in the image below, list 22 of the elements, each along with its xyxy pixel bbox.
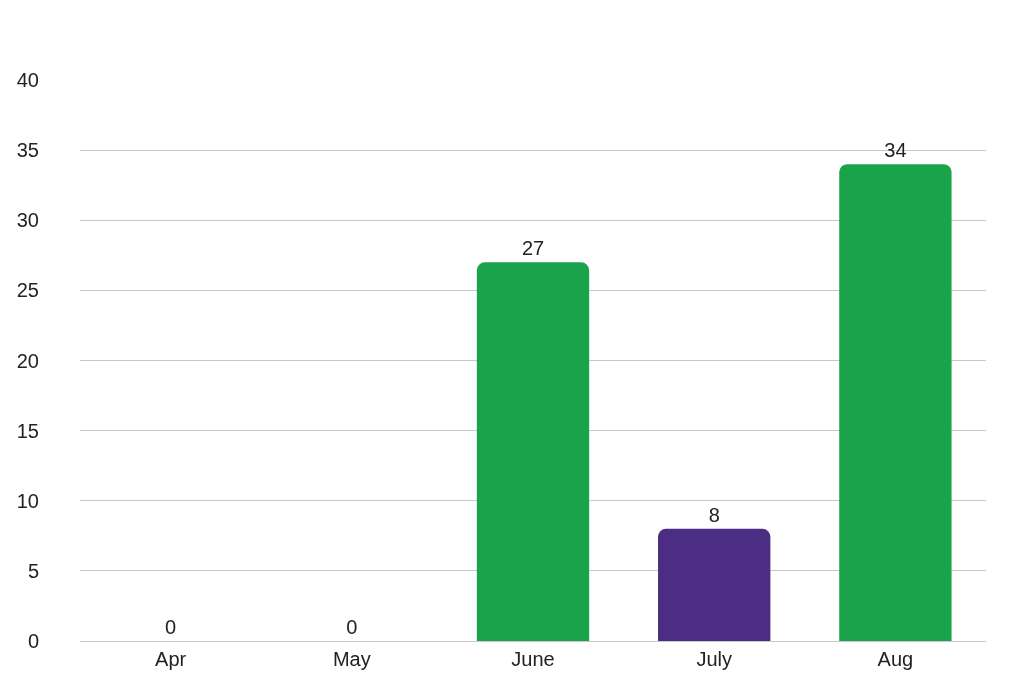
y-tick-label: 0 — [27, 630, 39, 652]
data-label: 8 — [708, 503, 720, 526]
x-tick-label: June — [511, 648, 555, 670]
data-label: 0 — [346, 616, 358, 638]
bar — [839, 164, 952, 641]
y-tick-label: 5 — [27, 559, 39, 582]
y-tick-label: 40 — [16, 69, 39, 91]
y-tick-label: 25 — [16, 279, 39, 302]
x-tick-label: July — [696, 648, 732, 670]
bar — [658, 528, 771, 641]
x-tick-label: Aug — [877, 648, 914, 670]
y-tick-label: 10 — [16, 489, 39, 512]
data-label: 0 — [165, 616, 177, 638]
data-label: 34 — [884, 139, 907, 162]
x-tick-label: May — [332, 648, 371, 670]
y-tick-label: 30 — [16, 209, 39, 232]
data-label: 27 — [521, 237, 545, 260]
x-tick-label: Apr — [155, 648, 187, 670]
bar — [476, 262, 590, 641]
y-tick-label: 35 — [16, 139, 39, 162]
y-tick-label: 15 — [16, 419, 39, 442]
y-tick-label: 20 — [16, 349, 39, 372]
